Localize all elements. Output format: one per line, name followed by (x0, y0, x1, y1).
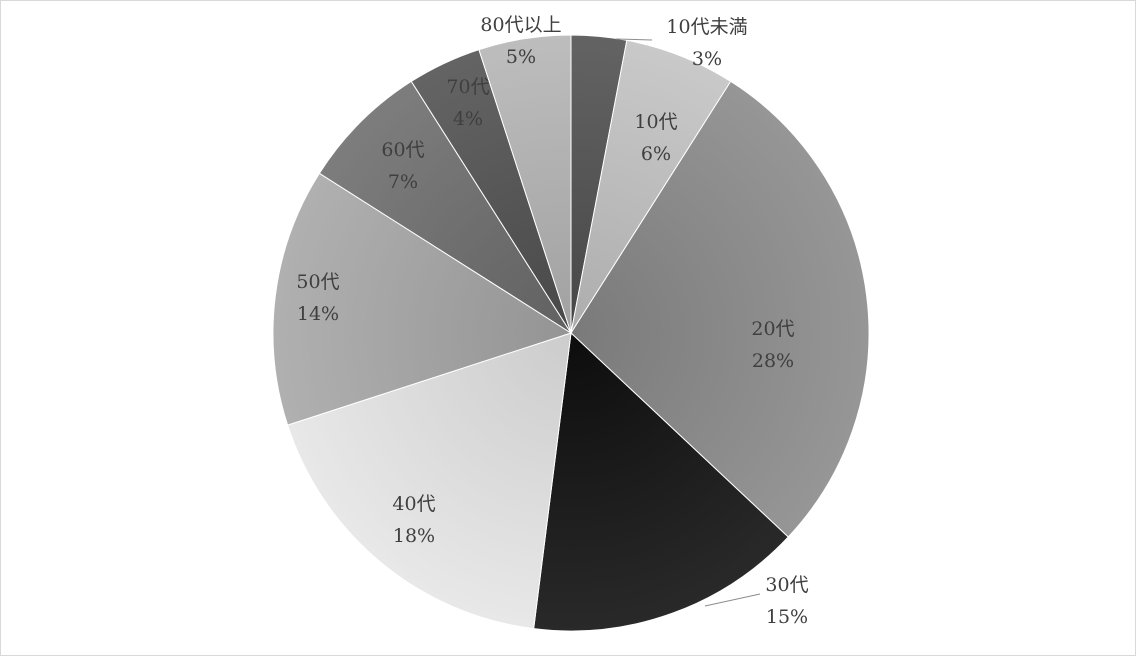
slice-category-label: 10代 (634, 111, 677, 133)
pie-slice-6 (272, 172, 573, 426)
slice-percent-label: 14% (297, 303, 339, 325)
pie-slice-5 (286, 332, 572, 630)
slice-percent-label: 6% (641, 143, 671, 165)
slice-percent-label: 4% (453, 108, 483, 130)
slice-category-label: 20代 (751, 318, 794, 340)
slice-category-label: 40代 (392, 493, 435, 515)
slice-category-label: 50代 (296, 271, 339, 293)
slice-percent-label: 15% (766, 606, 808, 628)
slices-layer (272, 34, 870, 632)
slice-percent-label: 7% (388, 171, 418, 193)
leader-line-4 (704, 593, 761, 607)
pie-slice-7 (318, 80, 572, 334)
slice-category-label: 30代 (765, 574, 808, 596)
slice-category-label: 70代 (446, 76, 489, 98)
slice-percent-label: 28% (752, 350, 794, 372)
slice-percent-label: 3% (692, 48, 722, 70)
slice-category-label: 60代 (381, 139, 424, 161)
leader-line-1 (615, 38, 653, 41)
labels-layer: 10代未満 3% 10代 6% 20代 28% 30代 15% 40代 18% 50代 14% 60代 7… (296, 14, 808, 628)
pie-slice-9 (478, 34, 572, 334)
leader-lines-layer (615, 38, 761, 607)
slice-category-label: 10代未満 (666, 16, 747, 38)
slice-percent-label: 18% (393, 525, 435, 547)
slice-percent-label: 5% (506, 46, 536, 68)
pie-slice-4 (533, 331, 789, 632)
slice-category-label: 80代以上 (480, 14, 561, 36)
pie-slice-3 (570, 80, 870, 538)
